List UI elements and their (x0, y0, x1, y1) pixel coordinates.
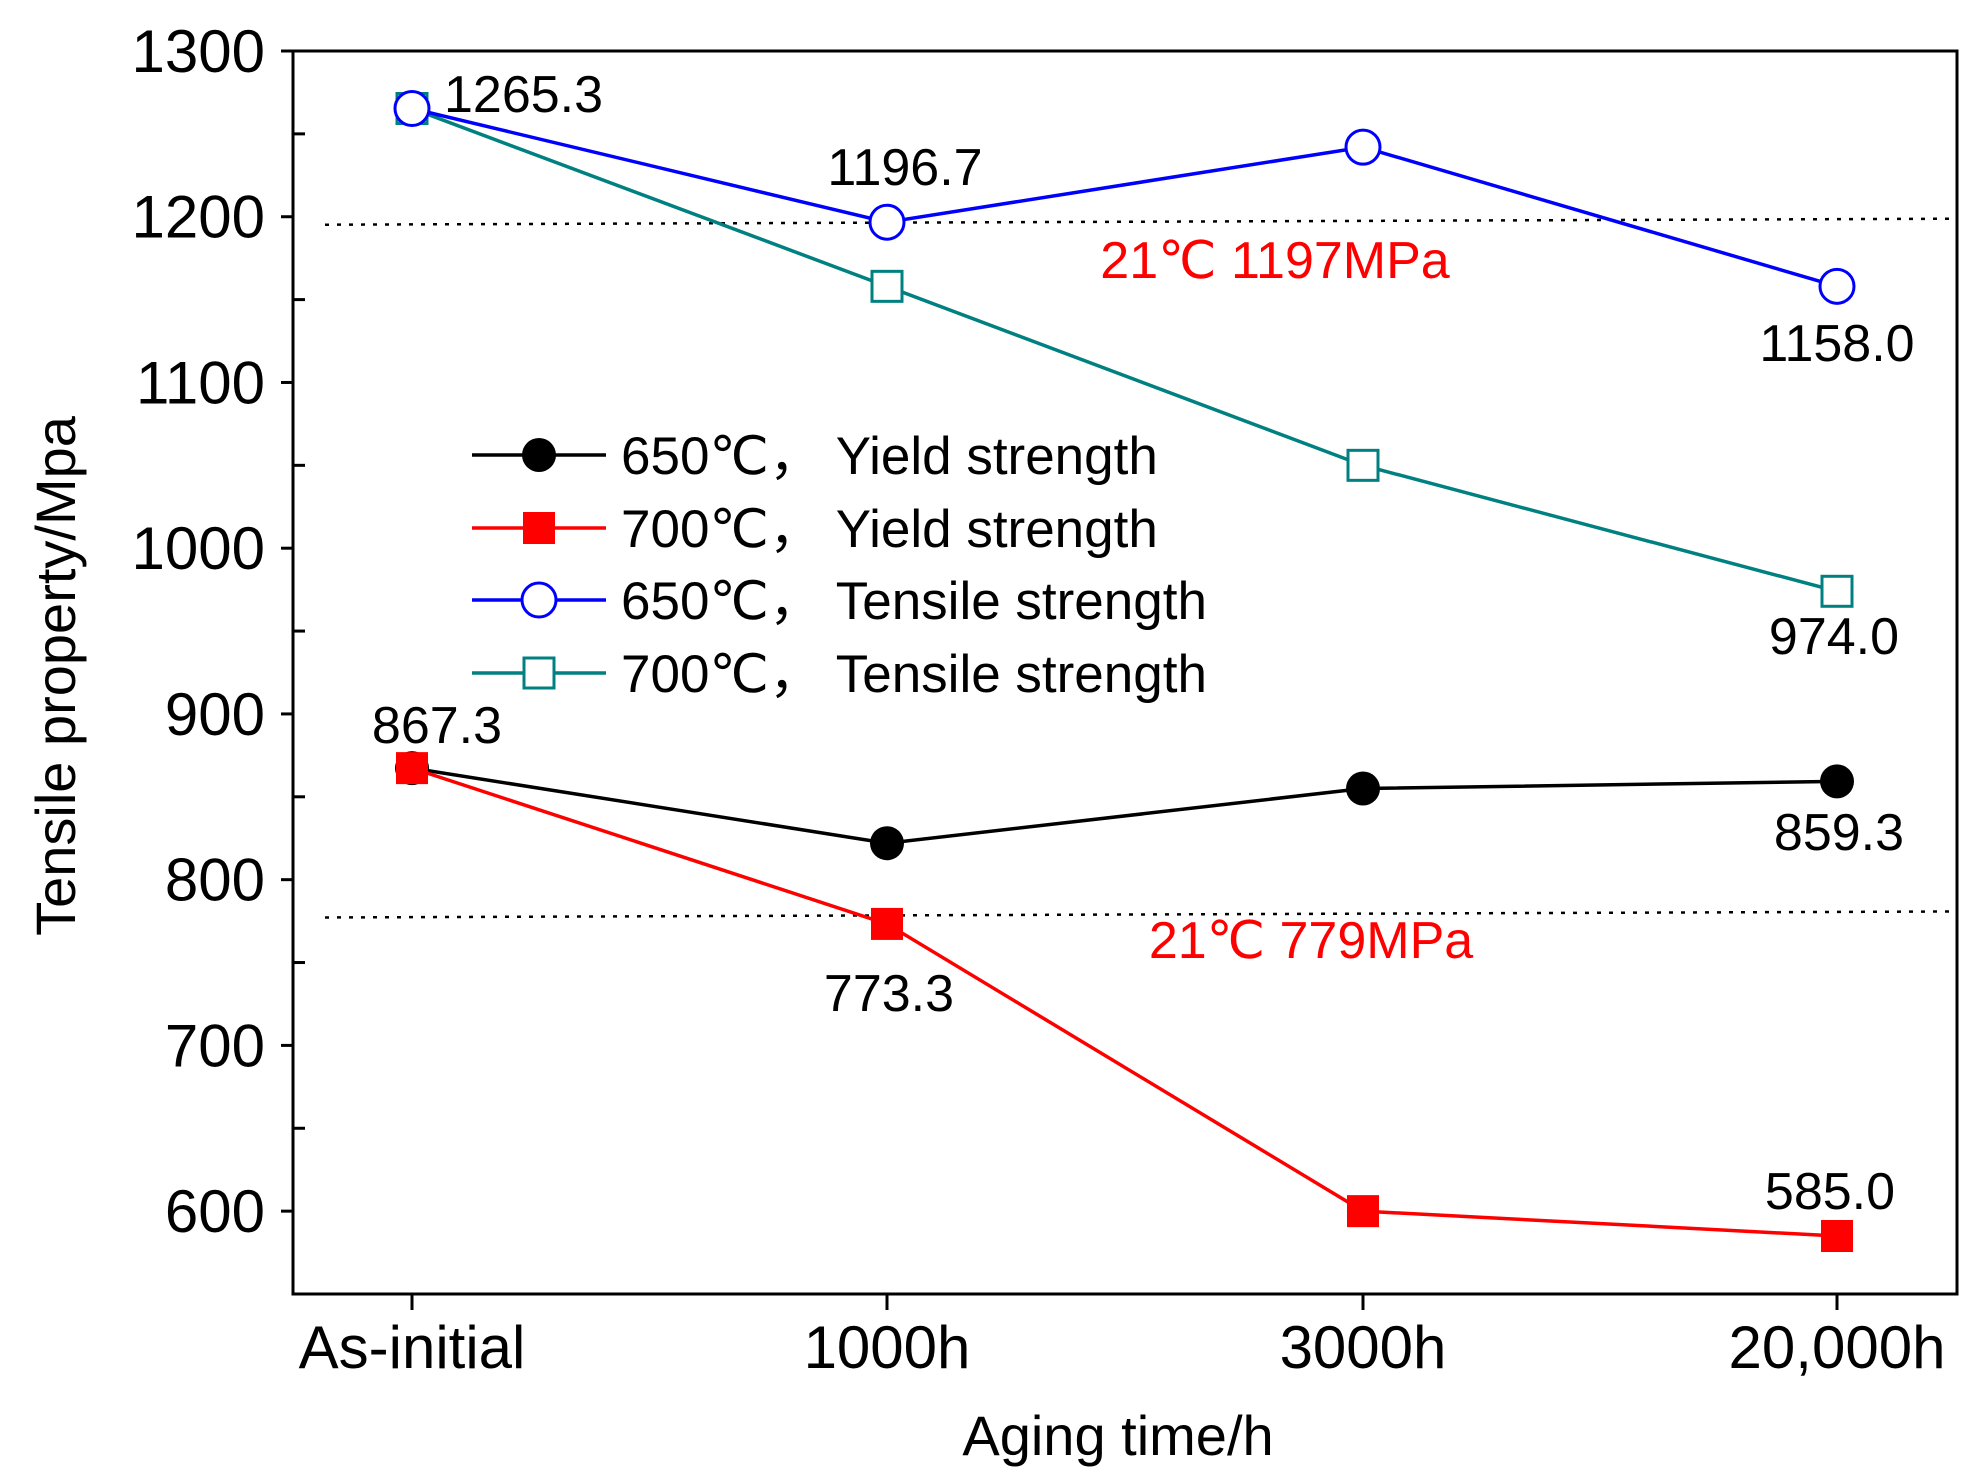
data-label: 1196.7 (827, 139, 982, 197)
data-point (868, 203, 906, 241)
data-point (1820, 764, 1854, 799)
y-tick-label: 1100 (136, 349, 265, 416)
series-0 (395, 751, 1854, 861)
data-point (393, 90, 431, 128)
data-point (1818, 267, 1856, 305)
series-line (411, 766, 1838, 845)
data-label: 1265.3 (444, 66, 603, 124)
series-line (411, 766, 1838, 1238)
data-point (522, 438, 556, 472)
data-label: 1158.0 (1759, 315, 1914, 373)
legend-label: 700℃， Tensile strength (621, 645, 1207, 704)
legend-item: 650℃， Tensile strength (472, 572, 1207, 631)
data-label: 859.3 (1774, 804, 1904, 862)
y-tick-label: 1200 (132, 184, 265, 251)
series-2 (393, 90, 1856, 305)
x-tick-label: 20,000h (1729, 1314, 1946, 1381)
data-label: 867.3 (372, 697, 502, 755)
y-tick-label: 800 (165, 847, 265, 914)
series-line (411, 106, 1838, 289)
data-point (1347, 1195, 1379, 1228)
data-label: 773.3 (824, 965, 954, 1023)
y-tick-label: 700 (165, 1012, 265, 1079)
reference-line (324, 910, 1958, 919)
data-label: 974.0 (1769, 608, 1899, 666)
reference-label: 21℃ 1197MPa (1100, 232, 1450, 290)
y-tick-label: 600 (165, 1178, 265, 1245)
data-point (1346, 771, 1380, 806)
series-line (411, 106, 1838, 593)
data-point (522, 656, 556, 690)
reference-label: 21℃ 779MPa (1149, 912, 1473, 970)
y-tick-label: 1000 (132, 515, 265, 582)
x-tick-label: 3000h (1280, 1314, 1447, 1381)
legend-item: 700℃， Tensile strength (472, 645, 1207, 704)
y-axis-title: Tensile property/Mpa (24, 415, 87, 936)
series-1 (396, 752, 1853, 1252)
legend-item: 650℃， Yield strength (472, 427, 1158, 486)
data-point (520, 581, 558, 619)
plot-frame (291, 49, 1959, 1296)
data-point (1820, 574, 1854, 608)
y-tick-label: 1300 (132, 18, 265, 85)
x-tick-label: As-initial (299, 1314, 526, 1381)
reference-line (324, 217, 1958, 226)
data-point (871, 907, 903, 940)
legend-label: 650℃， Yield strength (621, 427, 1158, 486)
data-label: 585.0 (1765, 1163, 1895, 1221)
x-axis-title: Aging time/h (962, 1404, 1273, 1467)
data-point (396, 752, 428, 785)
legend-label: 650℃， Tensile strength (621, 572, 1207, 631)
data-point (1821, 1219, 1853, 1252)
data-point (523, 512, 555, 544)
data-point (1346, 448, 1380, 482)
y-tick-label: 900 (165, 681, 265, 748)
legend-label: 700℃， Yield strength (621, 500, 1158, 559)
legend-item: 700℃， Yield strength (472, 500, 1158, 559)
data-point (1344, 128, 1382, 166)
data-point (870, 826, 904, 861)
x-tick-label: 1000h (804, 1314, 971, 1381)
data-point (870, 269, 904, 303)
